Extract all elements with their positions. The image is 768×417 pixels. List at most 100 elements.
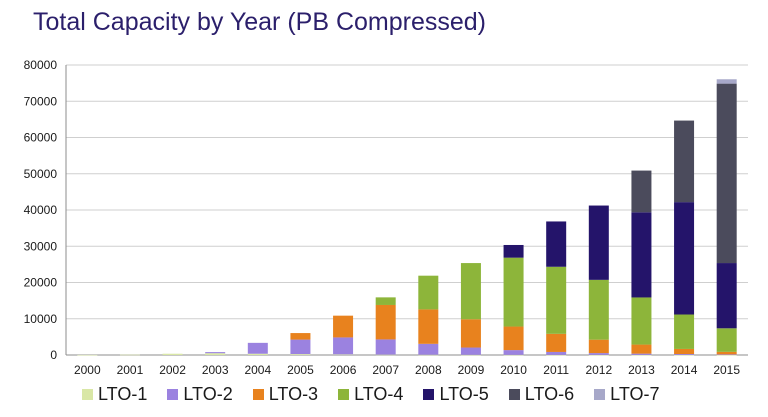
legend-item: LTO-5	[423, 384, 489, 405]
x-tick-label: 2007	[372, 363, 399, 377]
bar-segment-lto-6	[716, 83, 737, 264]
bar-segment-lto-1	[631, 354, 652, 356]
bar-segment-lto-4	[631, 297, 652, 345]
bar-segment-lto-2	[588, 353, 609, 355]
bar-segment-lto-6	[674, 120, 695, 203]
bar-segment-lto-5	[546, 221, 567, 267]
legend-swatch	[167, 389, 179, 400]
bar-segment-lto-4	[375, 297, 396, 305]
bar-segment-lto-1	[375, 354, 396, 356]
bar-segment-lto-1	[290, 354, 311, 355]
bar-segment-lto-1	[418, 354, 439, 356]
bar-segment-lto-1	[460, 354, 481, 356]
legend-swatch	[594, 389, 606, 400]
bar-segment-lto-4	[716, 328, 737, 352]
x-tick-label: 2005	[287, 363, 314, 377]
y-tick-label: 40000	[24, 203, 58, 217]
y-tick-label: 10000	[24, 312, 58, 326]
bar-segment-lto-3	[588, 339, 609, 354]
bar-segment-lto-4	[546, 266, 567, 334]
bar-segment-lto-2	[418, 343, 439, 355]
bar-segment-lto-3	[418, 309, 439, 344]
bar-segment-lto-1	[333, 354, 354, 355]
bar-segment-lto-3	[631, 344, 652, 354]
bar-segment-lto-3	[546, 333, 567, 352]
x-tick-label: 2011	[543, 363, 569, 377]
x-tick-label: 2012	[585, 363, 612, 377]
legend-item: LTO-7	[594, 384, 660, 405]
bar-segment-lto-4	[674, 314, 695, 349]
legend-item: LTO-1	[82, 384, 147, 405]
y-tick-label: 60000	[24, 131, 58, 145]
legend-item: LTO-4	[338, 384, 403, 405]
bar-segment-lto-4	[460, 263, 481, 320]
x-tick-label: 2015	[713, 363, 740, 377]
bar-segment-lto-4	[418, 275, 439, 310]
bar-segment-lto-7	[716, 79, 737, 84]
bar-segment-lto-2	[205, 352, 226, 354]
legend-item: LTO-3	[252, 384, 319, 405]
bar-segment-lto-4	[503, 257, 524, 327]
x-tick-label: 2014	[671, 363, 698, 377]
legend-label: LTO-4	[354, 384, 404, 404]
bar-segment-lto-1	[503, 354, 524, 356]
y-tick-label: 30000	[24, 239, 58, 253]
x-tick-label: 2010	[500, 363, 527, 377]
bar-segment-lto-1	[205, 353, 226, 355]
bar-segment-lto-2	[375, 339, 396, 355]
x-tick-label: 2006	[330, 363, 357, 377]
legend-label: LTO-7	[610, 384, 660, 404]
y-tick-label: 0	[50, 348, 57, 362]
bar-segment-lto-2	[716, 354, 737, 355]
bar-segment-lto-1	[119, 354, 140, 356]
x-tick-label: 2008	[415, 363, 442, 377]
bar-segment-lto-1	[674, 354, 695, 356]
x-tick-label: 2001	[117, 363, 144, 377]
bar-segment-lto-1	[77, 354, 98, 356]
bar-segment-lto-1	[247, 353, 268, 355]
bar-segment-lto-5	[674, 202, 695, 315]
bar-segment-lto-2	[247, 342, 268, 354]
bar-segment-lto-3	[290, 333, 311, 340]
bar-segment-lto-5	[716, 263, 737, 329]
bar-segment-lto-3	[503, 326, 524, 351]
x-tick-label: 2009	[458, 363, 485, 377]
bar-segment-lto-3	[716, 351, 737, 355]
bar-segment-lto-3	[333, 315, 354, 338]
bar-segment-lto-3	[674, 348, 695, 355]
legend-item: LTO-2	[167, 384, 233, 405]
bar-segment-lto-3	[460, 319, 481, 348]
legend-swatch	[423, 389, 435, 400]
bar-segment-lto-2	[674, 354, 695, 355]
x-tick-label: 2004	[244, 363, 271, 377]
legend-label: LTO-1	[98, 384, 148, 404]
y-tick-label: 50000	[24, 167, 58, 181]
bar-segment-lto-1	[716, 354, 737, 356]
y-tick-label: 20000	[24, 276, 58, 290]
legend-swatch	[508, 389, 520, 400]
bar-segment-lto-2	[631, 353, 652, 355]
bar-segment-lto-1	[162, 353, 183, 355]
bar-segment-lto-1	[546, 354, 567, 356]
bar-segment-lto-5	[631, 212, 652, 298]
legend-swatch	[252, 389, 264, 400]
bar-segment-lto-1	[588, 354, 609, 356]
x-tick-label: 2002	[159, 363, 186, 377]
bar-segment-lto-2	[503, 350, 524, 355]
legend-swatch	[338, 389, 350, 400]
bar-segment-lto-5	[588, 205, 609, 280]
chart-title: Total Capacity by Year (PB Compressed)	[33, 8, 486, 36]
bar-segment-lto-3	[375, 304, 396, 340]
legend-label: LTO-5	[439, 384, 489, 404]
y-tick-label: 70000	[24, 94, 58, 108]
bar-segment-lto-4	[588, 279, 609, 340]
legend-swatch	[82, 389, 93, 400]
chart-legend: LTO-1 LTO-2 LTO-3 LTO-4 LTO-5 LTO-6 LTO-7	[82, 384, 680, 405]
legend-label: LTO-3	[268, 384, 319, 404]
bar-segment-lto-2	[290, 339, 311, 355]
bar-segment-lto-2	[460, 347, 481, 355]
legend-label: LTO-6	[524, 384, 575, 404]
legend-item: LTO-6	[508, 384, 575, 405]
y-tick-label: 80000	[24, 58, 58, 72]
